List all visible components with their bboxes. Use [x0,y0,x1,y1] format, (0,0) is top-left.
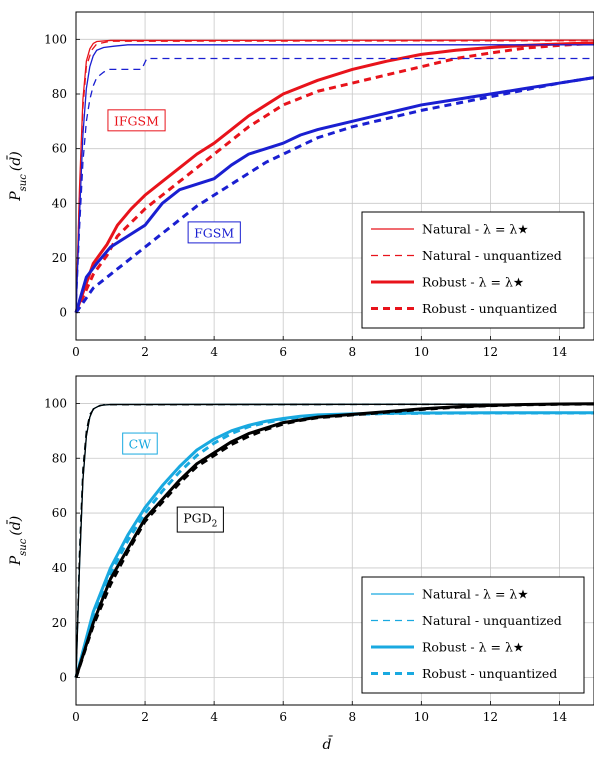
series-line-ifgsm-3 [74,41,594,314]
annotation-box [107,109,166,132]
top-chart-panel: 0 2 4 6 8 10 12 14 0 20 40 60 80 100 Psuc(d̄) IFGSM FGSM… [6,11,594,359]
series-group [74,39,594,314]
y-tick-label: 40 [52,196,67,210]
y-tick-label: 0 [59,306,67,320]
axes-frame [75,375,594,706]
series-line-ifgsm-1 [75,39,594,313]
x-axis-label: d̄ [323,735,334,753]
annotation-label: PGD2 [183,510,217,529]
x-tick-label: 8 [348,345,356,359]
annotation-label: FGSM [194,225,234,240]
legend-entry: Robust - unquantized [422,666,557,681]
y-tick-label: 100 [44,32,67,46]
series-group [74,402,594,679]
y-tick-label: 60 [52,142,67,156]
annotation-label: IFGSM [114,113,159,128]
x-tick-label: 4 [210,345,218,359]
y-tick-label: 100 [44,396,67,410]
axes-frame [75,11,594,341]
x-tick-label: 6 [279,345,287,359]
y-tick-label: 60 [52,506,67,520]
legend-entry: Natural - unquantized [422,248,562,263]
legend-entry: Natural - unquantized [422,613,562,628]
x-tick-label: 12 [483,710,498,724]
series-line-ifgsm-2 [75,40,594,313]
x-tick-label: 0 [72,345,80,359]
legend-entry: Robust - λ = λ★ [422,275,524,290]
series-line-pgd2-2 [75,403,594,678]
legend: Natural - λ = λ★ Natural - unquantized Rob… [361,211,585,329]
series-line-fgsm-2 [75,57,594,313]
x-tick-label: 10 [414,710,429,724]
y-axis-label: Psuc(d̄) [6,151,29,202]
legend-entry: Robust - unquantized [422,301,557,316]
bottom-chart-panel: 0 2 4 6 8 10 12 14 0 20 40 60 80 100 Psuc(d̄) d̄ CW PGD2 N… [6,375,594,753]
y-axis-label: Psuc(d̄) [6,516,29,567]
x-tick-label: 0 [72,710,80,724]
series-line-fgsm-1 [75,44,594,313]
series-line-fgsm-3 [74,76,594,314]
legend-entry: Robust - λ = λ★ [422,640,524,655]
x-tick-label: 6 [279,710,287,724]
x-tick-label: 14 [552,345,568,359]
x-tick-label: 2 [141,345,149,359]
y-tick-label: 20 [52,251,67,265]
y-tick-label: 80 [52,87,67,101]
annotation-cw: CW [122,432,158,455]
legend-entry: Natural - λ = λ★ [422,587,529,602]
series-line-fgsm-4 [74,76,594,314]
x-tick-label: 10 [414,345,429,359]
annotation-label: CW [129,436,152,451]
series-line-ifgsm-4 [74,41,594,314]
legend-entry: Natural - λ = λ★ [422,222,529,237]
x-tick-label: 14 [552,710,568,724]
series-line-pgd2-4 [74,402,594,679]
annotation-fgsm: FGSM [187,221,241,244]
y-tick-label: 20 [52,616,67,630]
annotation-ifgsm: IFGSM [107,109,166,132]
annotation-box [176,506,224,533]
legend: Natural - λ = λ★ Natural - unquantized Rob… [361,576,585,694]
series-line-cw-4 [74,411,594,678]
x-tick-label: 2 [141,710,149,724]
y-tick-label: 40 [52,561,67,575]
x-tick-label: 4 [210,710,218,724]
x-tick-label: 12 [483,345,498,359]
y-tick-label: 80 [52,451,67,465]
x-tick-label: 8 [348,710,356,724]
annotation-pgd: PGD2 [176,506,224,533]
y-tick-label: 0 [59,671,67,685]
annotation-box [187,221,241,244]
annotation-box [122,432,158,455]
